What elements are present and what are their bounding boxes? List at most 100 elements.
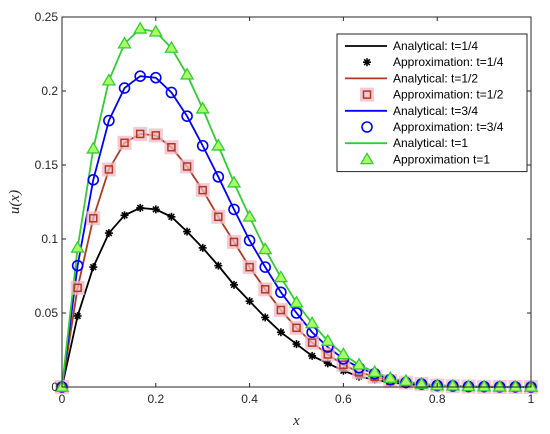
- data-point: [290, 307, 303, 319]
- data-point: [181, 110, 193, 122]
- square-marker-outline: [323, 350, 333, 359]
- x-axis-label: x: [292, 413, 300, 429]
- data-point: [120, 211, 129, 220]
- asterisk-stroke: [74, 312, 82, 320]
- square-marker-outline: [167, 142, 176, 152]
- legend-entry-label: Analytical: t=1/2: [393, 71, 478, 85]
- data-point: [289, 295, 304, 308]
- square-marker-halo: [273, 303, 288, 318]
- data-point: [151, 205, 160, 214]
- square-marker-outline: [198, 185, 207, 195]
- data-point: [86, 211, 101, 226]
- ticks-layer: 0 0.2 0.4 0.6 0.8 1 0 0.05 0.1 0.15 0.2 0.25: [35, 10, 535, 406]
- square-marker-outline: [182, 162, 192, 171]
- asterisk-stroke: [152, 206, 160, 213]
- square-marker-halo: [289, 320, 304, 335]
- data-point: [70, 240, 85, 253]
- data-point: [195, 183, 210, 198]
- asterisk-stroke: [293, 340, 300, 348]
- legend: Analytical: t=1/4 Approximation: t=1/4 Ana…: [336, 33, 528, 173]
- asterisk-stroke: [277, 328, 285, 336]
- data-point: [229, 280, 238, 289]
- data-point: [275, 286, 287, 299]
- legend-entry-label: Approximation: t=3/4: [393, 120, 504, 134]
- data-point: [292, 340, 301, 349]
- data-point: [164, 140, 179, 155]
- square-marker-outline: [89, 214, 98, 223]
- data-point: [198, 243, 207, 252]
- data-point: [150, 71, 162, 84]
- data-point: [367, 364, 382, 378]
- data-point: [101, 73, 117, 86]
- data-point: [273, 303, 288, 318]
- data-point: [461, 379, 476, 392]
- data-point: [414, 376, 429, 389]
- data-point: [211, 138, 226, 151]
- data-point: [87, 174, 100, 186]
- data-point: [89, 263, 98, 272]
- asterisk-stroke: [363, 58, 371, 66]
- data-point: [148, 24, 163, 37]
- data-point: [242, 260, 257, 275]
- legend-swatch-marker: [359, 152, 375, 165]
- x-tick-label: 0.8: [429, 392, 446, 406]
- square-marker-halo: [180, 159, 195, 174]
- data-point: [383, 370, 398, 383]
- y-axis-label: u(x): [7, 190, 23, 214]
- x-tick-label: 0.2: [147, 392, 164, 406]
- square-marker-outline: [214, 212, 223, 222]
- data-point: [211, 209, 226, 224]
- data-point: [336, 347, 351, 360]
- data-point: [117, 135, 132, 150]
- square-marker-halo: [148, 128, 163, 143]
- asterisk-stroke: [121, 211, 128, 219]
- asterisk-stroke: [246, 297, 253, 305]
- square-marker-outline: [292, 323, 301, 333]
- data-point: [214, 261, 223, 270]
- square-marker-halo: [226, 234, 241, 249]
- data-point: [133, 126, 148, 141]
- square-marker-halo: [258, 282, 273, 297]
- y-tick-label: 0.1: [41, 232, 58, 246]
- x-tick-label: 0: [59, 392, 66, 406]
- legend-entry-label: Analytical: t=1: [393, 136, 468, 150]
- square-marker-outline: [104, 165, 114, 174]
- asterisk-stroke: [136, 204, 144, 212]
- data-point: [308, 351, 317, 360]
- square-marker-halo: [133, 126, 148, 141]
- square-marker-halo: [195, 183, 210, 198]
- square-marker-halo: [242, 260, 257, 275]
- data-point: [165, 86, 178, 99]
- square-marker-outline: [73, 283, 82, 293]
- data-point: [476, 379, 492, 392]
- square-marker-halo: [101, 162, 116, 177]
- x-tick-label: 1: [528, 392, 535, 406]
- y-tick-label: 0: [51, 380, 58, 394]
- y-tick-label: 0.15: [35, 158, 59, 172]
- data-point: [70, 280, 85, 295]
- asterisk-stroke: [105, 229, 113, 237]
- x-tick-label: 0.6: [335, 392, 352, 406]
- data-point: [196, 139, 209, 152]
- data-point: [167, 212, 176, 221]
- data-point: [261, 313, 270, 322]
- square-marker-halo: [117, 135, 132, 150]
- legend-entry-label: Analytical: t=1/4: [393, 39, 478, 53]
- data-point: [228, 203, 240, 216]
- asterisk-stroke: [89, 263, 97, 271]
- legend-box: [336, 33, 528, 173]
- legend-entry-label: Approximation: t=1/2: [393, 88, 504, 102]
- asterisk-stroke: [230, 281, 238, 289]
- data-point: [226, 234, 241, 249]
- square-marker-halo: [164, 140, 179, 155]
- square-marker-halo: [70, 280, 85, 295]
- data-point: [289, 320, 304, 335]
- data-point: [305, 335, 320, 350]
- data-point: [73, 311, 82, 320]
- data-point: [245, 297, 254, 306]
- data-point: [86, 141, 101, 154]
- legend-swatch-marker: [361, 121, 373, 133]
- data-point: [304, 316, 320, 329]
- data-point: [179, 67, 195, 80]
